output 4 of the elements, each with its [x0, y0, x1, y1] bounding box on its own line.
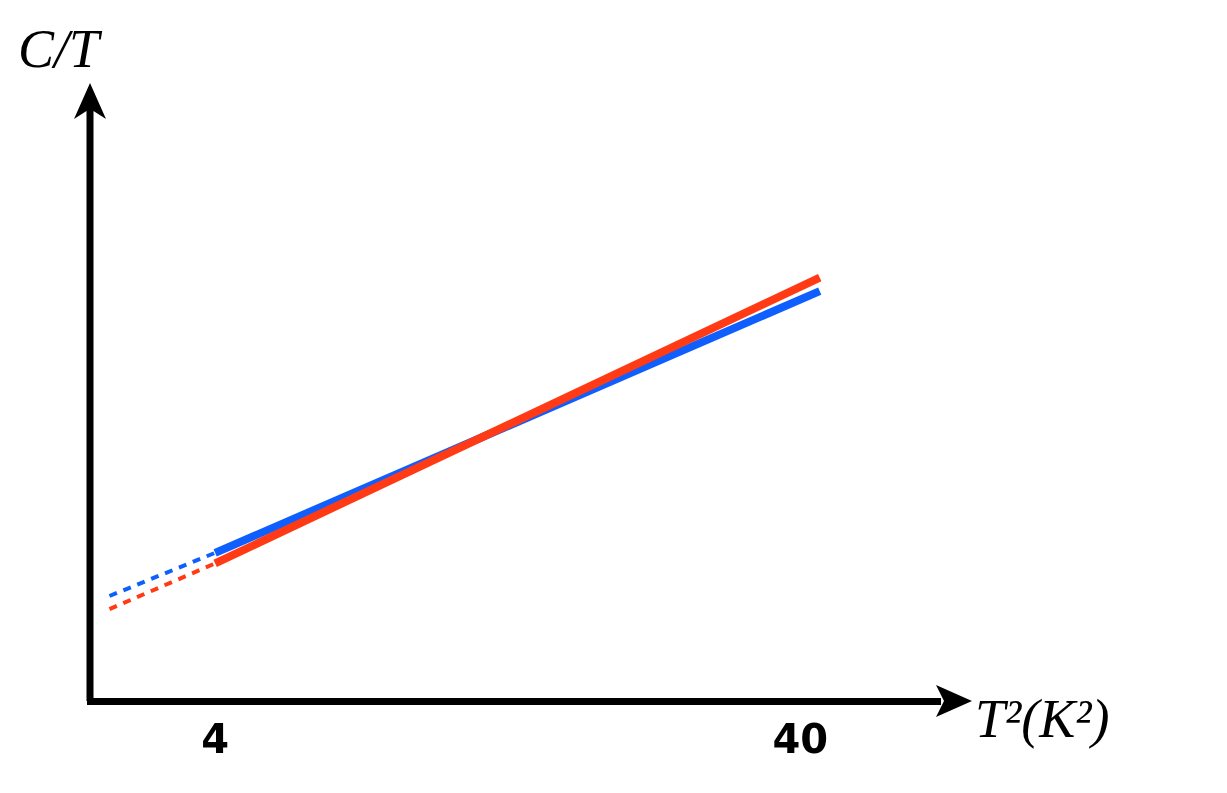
x-tick-label: 4: [201, 716, 230, 763]
x-axis-title: T²(K²): [975, 688, 1110, 750]
y-axis-title: C/T: [18, 18, 100, 80]
x-tick-label: 40: [772, 716, 829, 763]
